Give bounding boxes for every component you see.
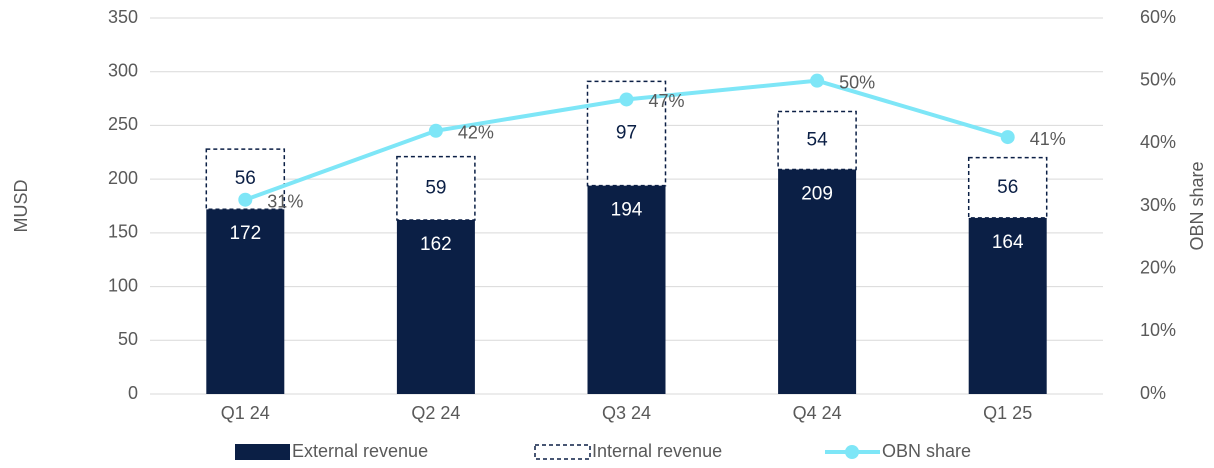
legend-swatch xyxy=(235,444,290,460)
bar-internal xyxy=(777,110,857,171)
data-label: 54 xyxy=(807,129,829,150)
line-data-label: 47% xyxy=(649,91,685,111)
line-data-label: 41% xyxy=(1030,129,1066,149)
data-label: 194 xyxy=(611,200,643,221)
data-label: 59 xyxy=(425,177,446,198)
y2-tick-label: 40% xyxy=(1140,132,1176,152)
y-axis-label: MUSD xyxy=(11,180,31,233)
legend-label: External revenue xyxy=(292,441,428,461)
data-label: 97 xyxy=(616,123,637,144)
line-marker xyxy=(810,73,825,88)
line-marker xyxy=(238,192,253,207)
y-tick-label: 300 xyxy=(108,60,138,80)
y2-tick-label: 60% xyxy=(1140,7,1176,27)
y-tick-label: 50 xyxy=(118,329,138,349)
data-label: 56 xyxy=(997,177,1018,198)
data-label: 162 xyxy=(420,234,452,255)
y-tick-label: 100 xyxy=(108,275,138,295)
y2-tick-label: 30% xyxy=(1140,195,1176,215)
bar-internal xyxy=(967,156,1048,219)
y-tick-label: 250 xyxy=(108,114,138,134)
legend-marker xyxy=(845,445,859,459)
line-marker xyxy=(619,92,634,107)
data-label: 56 xyxy=(235,168,256,189)
legend-label: OBN share xyxy=(882,441,971,461)
bar-external xyxy=(968,217,1047,394)
y-tick-label: 350 xyxy=(108,7,138,27)
x-tick-label: Q1 25 xyxy=(983,403,1032,423)
data-label: 164 xyxy=(992,232,1024,253)
y2-tick-label: 50% xyxy=(1140,69,1176,89)
y-tick-label: 150 xyxy=(108,222,138,242)
y2-tick-label: 10% xyxy=(1140,320,1176,340)
line-marker xyxy=(428,123,443,138)
y2-axis-label: OBN share xyxy=(1187,161,1207,250)
data-label: 172 xyxy=(229,223,261,244)
x-tick-label: Q4 24 xyxy=(793,403,842,423)
bar-external xyxy=(587,185,666,394)
y-tick-label: 0 xyxy=(128,383,138,403)
bar-external xyxy=(778,169,857,394)
bar-internal xyxy=(396,155,476,221)
y-tick-label: 200 xyxy=(108,168,138,188)
data-label: 209 xyxy=(801,183,833,204)
line-data-label: 50% xyxy=(839,72,875,92)
y2-tick-label: 20% xyxy=(1140,257,1176,277)
bar-external xyxy=(396,219,475,394)
line-marker xyxy=(1000,130,1015,145)
line-data-label: 31% xyxy=(267,191,303,211)
y2-tick-label: 0% xyxy=(1140,383,1166,403)
line-data-label: 42% xyxy=(458,123,494,143)
x-tick-label: Q1 24 xyxy=(221,403,270,423)
bar-external xyxy=(206,209,285,394)
x-tick-label: Q3 24 xyxy=(602,403,651,423)
legend-swatch xyxy=(534,444,591,460)
x-tick-label: Q2 24 xyxy=(411,403,460,423)
legend-label: Internal revenue xyxy=(592,441,722,461)
